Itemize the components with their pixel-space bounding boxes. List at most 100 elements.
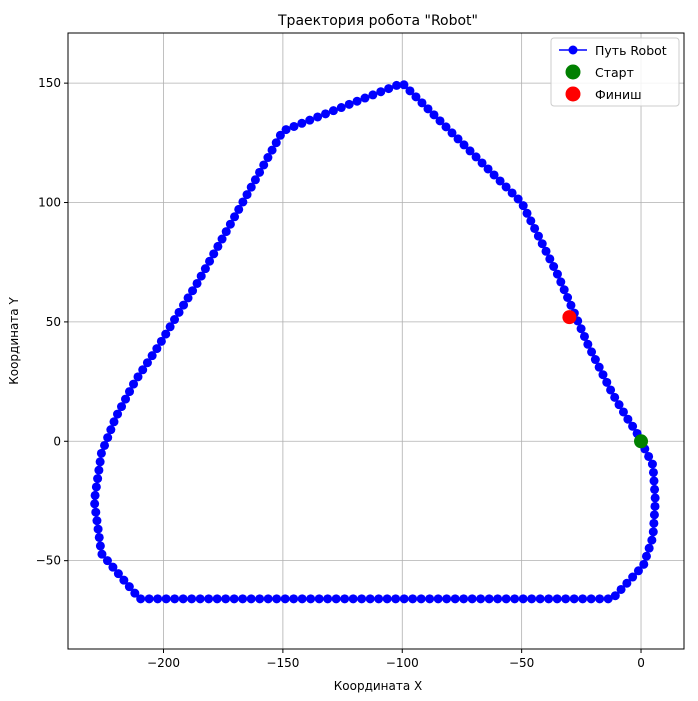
path-marker	[602, 377, 612, 387]
y-axis-label: Координата Y	[7, 297, 21, 385]
path-marker	[217, 234, 227, 244]
path-marker	[344, 99, 354, 109]
path-marker	[125, 387, 135, 397]
path-marker	[477, 158, 487, 168]
path-marker	[628, 421, 638, 431]
path-marker	[205, 256, 215, 266]
path-marker	[376, 87, 386, 97]
path-marker	[93, 524, 103, 534]
path-marker	[263, 594, 273, 604]
path-marker	[230, 212, 240, 222]
path-marker	[94, 532, 104, 542]
path-marker	[493, 594, 503, 604]
path-marker	[136, 594, 146, 604]
x-tick-label: −200	[147, 656, 180, 670]
path-marker	[165, 322, 175, 332]
legend-marker-start	[565, 64, 581, 80]
path-marker	[561, 594, 571, 604]
path-marker	[408, 594, 418, 604]
path-marker	[545, 254, 555, 264]
path-marker	[518, 201, 528, 211]
path-marker	[271, 138, 281, 148]
path-marker	[209, 249, 219, 259]
x-tick-label: −50	[509, 656, 534, 670]
path-marker	[616, 584, 626, 594]
path-marker	[563, 292, 573, 302]
path-marker	[281, 125, 291, 135]
x-axis-label: Координата X	[334, 679, 423, 693]
path-marker	[417, 98, 427, 108]
path-marker	[246, 594, 256, 604]
path-marker	[90, 499, 100, 509]
path-marker	[518, 594, 528, 604]
path-marker	[305, 115, 315, 125]
legend-label-path: Путь Robot	[595, 43, 667, 58]
path-marker	[610, 591, 620, 601]
path-marker	[537, 239, 547, 249]
path-marker	[594, 362, 604, 372]
path-marker	[192, 278, 202, 288]
path-marker	[90, 490, 100, 500]
path-marker	[471, 152, 481, 162]
path-marker	[221, 594, 231, 604]
path-marker	[510, 594, 520, 604]
path-marker	[113, 569, 123, 579]
path-marker	[255, 167, 265, 177]
path-marker	[275, 130, 285, 140]
path-marker	[566, 300, 576, 310]
path-marker	[331, 594, 341, 604]
path-marker	[650, 484, 660, 494]
path-marker	[321, 109, 331, 119]
path-marker	[238, 594, 248, 604]
path-marker	[442, 594, 452, 604]
plot-data	[90, 80, 660, 604]
path-marker	[91, 507, 101, 517]
path-marker	[179, 300, 189, 310]
path-marker	[142, 358, 152, 368]
path-marker	[556, 277, 566, 287]
path-marker	[526, 216, 536, 226]
path-marker	[100, 440, 110, 450]
path-marker	[649, 518, 659, 528]
y-tick-label: −50	[36, 554, 61, 568]
path-marker	[178, 594, 188, 604]
path-marker	[644, 543, 654, 553]
path-marker	[453, 134, 463, 144]
chart-title: Траектория робота "Robot"	[277, 13, 478, 29]
path-marker	[133, 372, 143, 382]
path-marker	[586, 594, 596, 604]
path-marker	[382, 594, 392, 604]
path-marker	[647, 459, 657, 469]
path-marker	[103, 433, 113, 443]
path-marker	[489, 170, 499, 180]
path-marker	[633, 566, 643, 576]
path-marker	[648, 527, 658, 537]
path-marker	[399, 594, 409, 604]
legend-box	[550, 37, 680, 107]
path-marker	[91, 482, 101, 492]
path-marker	[535, 594, 545, 604]
path-marker	[297, 594, 307, 604]
path-marker	[94, 465, 104, 475]
path-marker	[368, 90, 378, 100]
path-marker	[391, 594, 401, 604]
path-marker	[544, 594, 554, 604]
path-marker	[109, 417, 119, 427]
path-marker	[501, 182, 511, 192]
path-marker	[447, 128, 457, 138]
path-marker	[152, 344, 162, 354]
path-marker	[170, 594, 180, 604]
path-marker	[459, 140, 469, 150]
path-marker	[242, 190, 252, 200]
path-marker	[255, 594, 265, 604]
path-marker	[641, 551, 651, 561]
path-marker	[623, 414, 633, 424]
path-marker	[348, 594, 358, 604]
path-marker	[598, 370, 608, 380]
path-marker	[483, 164, 493, 174]
path-marker	[552, 269, 562, 279]
path-marker	[507, 188, 517, 198]
path-marker	[649, 476, 659, 486]
path-marker	[289, 594, 299, 604]
path-marker	[450, 594, 460, 604]
